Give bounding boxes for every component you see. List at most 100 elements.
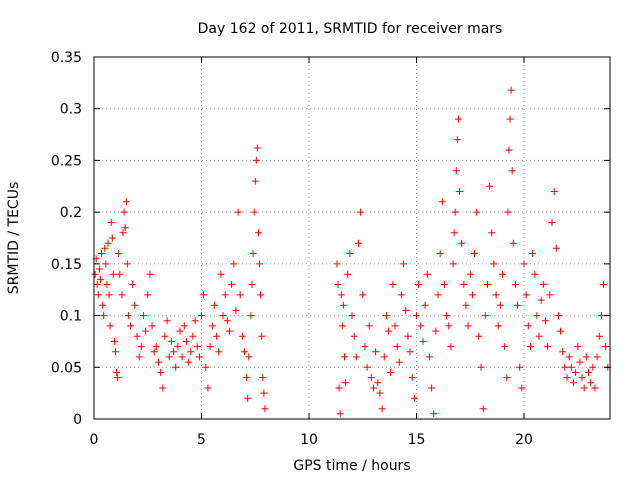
x-tick-label: 20 <box>515 432 533 448</box>
data-point <box>252 156 260 164</box>
data-point <box>161 332 169 340</box>
data-point <box>380 353 388 361</box>
data-point <box>123 260 131 268</box>
data-point <box>413 312 420 320</box>
y-tick-label: 0 <box>73 412 82 428</box>
data-point <box>256 260 264 268</box>
data-point <box>250 208 258 216</box>
data-point <box>496 301 504 309</box>
data-point <box>348 312 356 320</box>
data-point <box>110 337 118 345</box>
data-point <box>516 363 524 371</box>
data-point <box>408 374 416 382</box>
data-point <box>477 363 485 371</box>
data-point <box>365 322 373 330</box>
data-point <box>98 250 105 257</box>
y-tick-label: 0.35 <box>51 50 82 66</box>
data-point <box>105 291 113 299</box>
data-point <box>95 265 103 273</box>
data-point <box>187 348 195 356</box>
data-point <box>475 332 483 340</box>
data-point <box>466 270 474 278</box>
data-point <box>462 301 470 309</box>
plot-frame <box>93 56 611 420</box>
data-point <box>116 270 124 278</box>
data-point <box>129 281 137 288</box>
data-point <box>335 384 343 392</box>
data-point <box>221 291 229 299</box>
data-point <box>539 281 547 288</box>
data-point <box>137 343 145 351</box>
data-point <box>593 353 601 361</box>
data-point <box>587 379 595 387</box>
data-point <box>449 260 457 268</box>
data-point <box>570 379 577 387</box>
data-point <box>241 348 248 356</box>
data-point <box>453 136 461 144</box>
data-point <box>363 363 371 371</box>
data-point <box>148 322 156 330</box>
data-point <box>535 332 543 340</box>
data-point <box>170 348 178 356</box>
data-point <box>131 301 139 309</box>
data-point <box>107 219 115 226</box>
data-point <box>259 374 267 382</box>
data-point <box>357 208 365 216</box>
data-point <box>450 229 458 237</box>
data-point <box>494 322 502 330</box>
data-point <box>178 353 186 361</box>
x-tick-label: 15 <box>408 432 426 448</box>
data-point <box>488 229 496 237</box>
data-point <box>341 353 348 361</box>
data-point <box>244 394 252 402</box>
data-point <box>486 182 494 190</box>
data-point <box>419 337 427 345</box>
data-point <box>406 348 414 356</box>
data-point <box>415 281 423 288</box>
data-point <box>428 384 436 392</box>
data-point <box>481 312 489 320</box>
data-point <box>342 379 349 387</box>
data-point <box>338 322 346 330</box>
grid-lines <box>94 57 610 419</box>
data-point <box>505 146 513 154</box>
data-point <box>346 250 354 257</box>
y-tick-label: 0.3 <box>60 102 82 118</box>
data-point <box>456 188 463 195</box>
data-point <box>563 374 571 382</box>
data-point <box>219 312 227 320</box>
data-point <box>248 281 256 288</box>
data-point <box>395 358 403 366</box>
data-point <box>191 317 199 325</box>
data-point <box>243 374 251 382</box>
data-point <box>159 384 167 392</box>
data-point <box>378 405 386 413</box>
data-point <box>144 291 152 299</box>
data-point <box>506 115 514 123</box>
data-point <box>106 322 114 330</box>
data-point <box>597 312 605 320</box>
data-point <box>202 363 210 371</box>
data-point <box>255 229 262 237</box>
data-point <box>236 291 244 299</box>
data-point <box>514 301 521 309</box>
data-point <box>391 322 399 330</box>
data-point <box>464 322 472 330</box>
data-point <box>253 144 261 152</box>
data-point <box>550 188 558 195</box>
y-tick-label: 0.1 <box>60 309 82 325</box>
y-tick-label: 0.15 <box>51 257 82 273</box>
data-point <box>518 384 526 392</box>
data-point <box>544 343 552 351</box>
data-point <box>436 250 444 257</box>
data-point <box>334 281 342 288</box>
data-point <box>451 208 459 216</box>
data-point <box>574 343 582 351</box>
data-point <box>174 343 182 351</box>
data-point <box>200 291 208 299</box>
data-point <box>591 384 599 392</box>
data-point <box>157 369 165 376</box>
data-point <box>533 312 541 320</box>
y-axis-title: SRMTID / TECUs <box>6 182 22 295</box>
